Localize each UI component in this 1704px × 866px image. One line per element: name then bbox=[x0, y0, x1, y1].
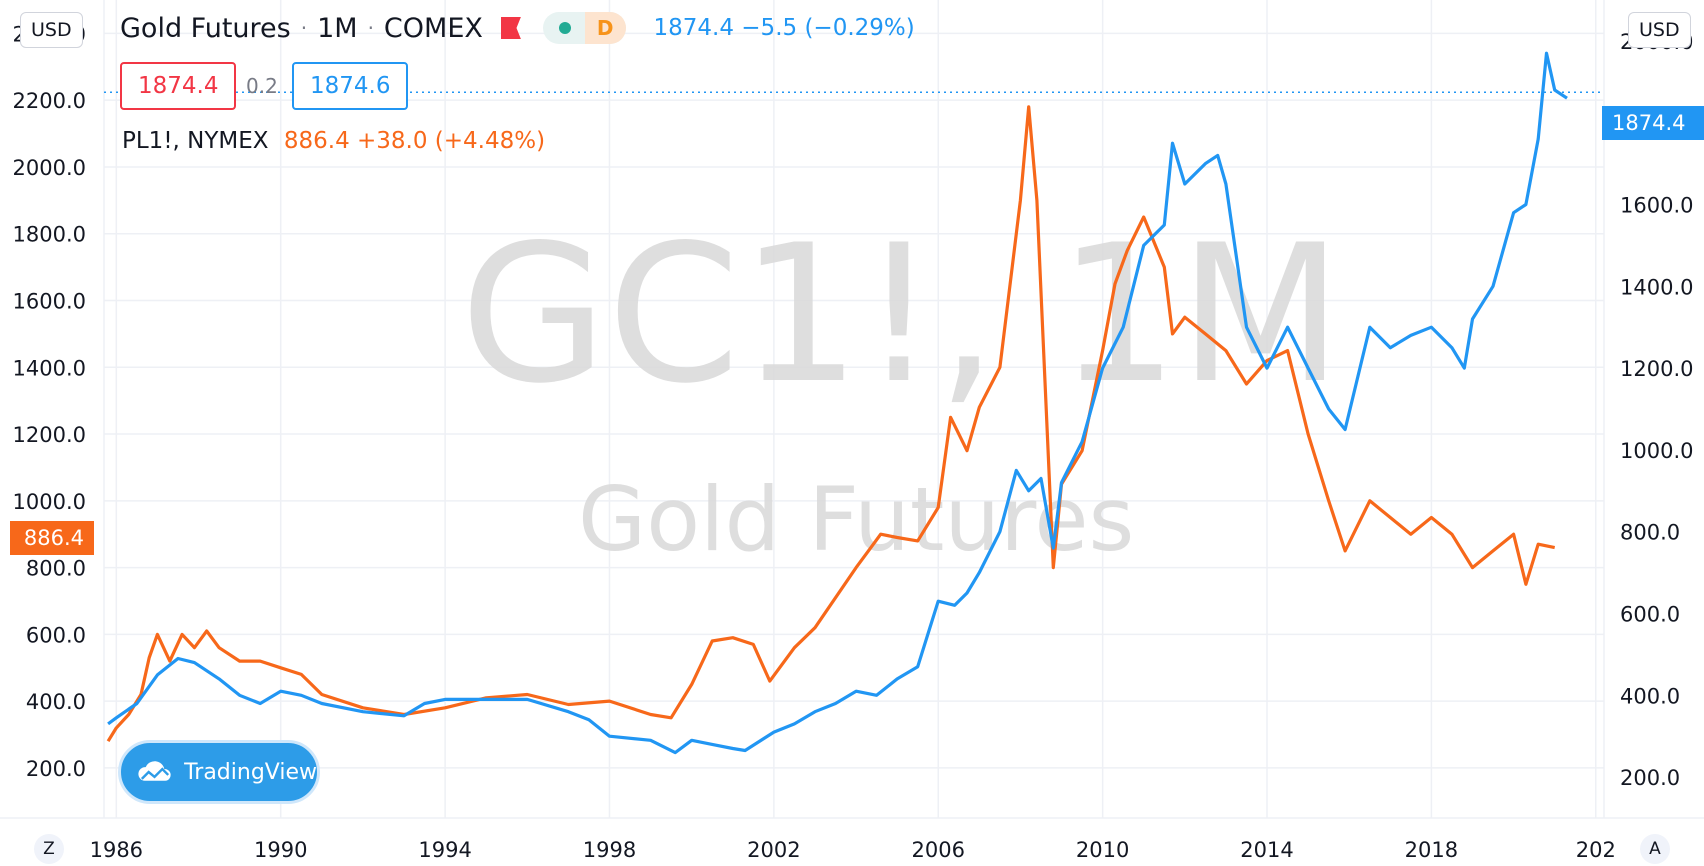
left-tick-label: 1800.0 bbox=[13, 223, 86, 247]
left-tick-label: 1200.0 bbox=[13, 423, 86, 447]
right-tick-label: 1000.0 bbox=[1620, 439, 1693, 463]
right-tick-label: 600.0 bbox=[1620, 603, 1680, 627]
compare-legend[interactable]: PL1!, NYMEX 886.4 +38.0 (+4.48%) bbox=[122, 128, 545, 154]
compare-quote: 886.4 +38.0 (+4.48%) bbox=[283, 128, 546, 154]
watermark-symbol: GC1!, 1M bbox=[460, 204, 1343, 425]
time-tick-label: 1986 bbox=[90, 838, 143, 862]
delayed-badge: D bbox=[584, 12, 626, 44]
compare-symbol: PL1!, NYMEX bbox=[122, 128, 269, 154]
interval-label: 1M bbox=[317, 12, 358, 44]
last-quote: 1874.4 −5.5 (−0.29%) bbox=[653, 15, 915, 41]
right-tick-label: 1200.0 bbox=[1620, 357, 1693, 381]
left-tick-label: 2200.0 bbox=[13, 89, 86, 113]
left-tick-label: 2000.0 bbox=[13, 156, 86, 180]
currency-button-right[interactable]: USD bbox=[1628, 12, 1691, 48]
platinum-futures-line[interactable] bbox=[106, 105, 1556, 743]
time-tick-label: 1994 bbox=[418, 838, 471, 862]
last-price-tag-left: 886.4 bbox=[10, 521, 94, 555]
market-open-icon bbox=[558, 22, 571, 34]
last-price-tag-right: 1874.4 bbox=[1602, 106, 1704, 140]
left-tick-label: 200.0 bbox=[26, 757, 86, 781]
auto-scale-button[interactable]: A bbox=[1640, 834, 1670, 864]
time-tick-label: 2002 bbox=[747, 838, 800, 862]
left-tick-label: 1000.0 bbox=[13, 490, 86, 514]
left-tick-label: 1600.0 bbox=[13, 289, 86, 313]
left-tick-label: 800.0 bbox=[26, 557, 86, 581]
series-layer bbox=[106, 51, 1568, 755]
time-tick-label: 1990 bbox=[254, 838, 307, 862]
cloud-chart-icon bbox=[138, 761, 171, 781]
time-tick-label: 2010 bbox=[1076, 838, 1129, 862]
right-price-axis[interactable]: 200.0 400.0 600.0 800.0 1000.0 1200.0 1400.0 16… bbox=[1620, 30, 1693, 790]
left-tick-label: 600.0 bbox=[26, 623, 86, 647]
main-legend[interactable]: Gold Futures · 1M · COMEX D 1874.4 −5.5 … bbox=[120, 12, 915, 44]
logo-text: TradingView bbox=[184, 759, 317, 785]
time-axis[interactable]: 1986 1990 1994 1998 2002 2006 2010 2014 2018 202 bbox=[90, 838, 1616, 862]
left-price-axis[interactable]: 200.0 400.0 600.0 800.0 1000.0 1200.0 1400.0 16… bbox=[13, 22, 86, 781]
market-status-pill[interactable]: D bbox=[542, 12, 626, 44]
left-tick-label: 1400.0 bbox=[13, 356, 86, 380]
spread-value: 0.2 bbox=[246, 74, 278, 98]
buy-button[interactable]: 1874.6 bbox=[292, 62, 409, 110]
sell-button[interactable]: 1874.4 bbox=[120, 62, 237, 110]
right-tick-label: 200.0 bbox=[1620, 766, 1680, 790]
separator-dot: · bbox=[300, 16, 308, 40]
currency-button-left[interactable]: USD bbox=[20, 12, 83, 48]
right-tick-label: 800.0 bbox=[1620, 521, 1680, 545]
right-tick-label: 1600.0 bbox=[1620, 194, 1693, 218]
right-tick-label: 400.0 bbox=[1620, 684, 1680, 708]
left-tick-label: 400.0 bbox=[26, 690, 86, 714]
tradingview-logo[interactable]: TradingView bbox=[118, 740, 320, 804]
gold-futures-line[interactable] bbox=[107, 51, 1568, 755]
right-tick-label: 1400.0 bbox=[1620, 275, 1693, 299]
time-tick-label: 2014 bbox=[1240, 838, 1293, 862]
separator-dot: · bbox=[367, 16, 374, 40]
time-tick-label: 1998 bbox=[583, 838, 636, 862]
flag-icon bbox=[500, 17, 521, 39]
time-tick-label: 202 bbox=[1576, 838, 1616, 862]
scale-z-button[interactable]: Z bbox=[34, 834, 64, 864]
symbol-title: Gold Futures bbox=[120, 12, 291, 44]
time-tick-label: 2018 bbox=[1405, 838, 1458, 862]
time-tick-label: 2006 bbox=[912, 838, 965, 862]
exchange-label: COMEX bbox=[383, 12, 483, 44]
